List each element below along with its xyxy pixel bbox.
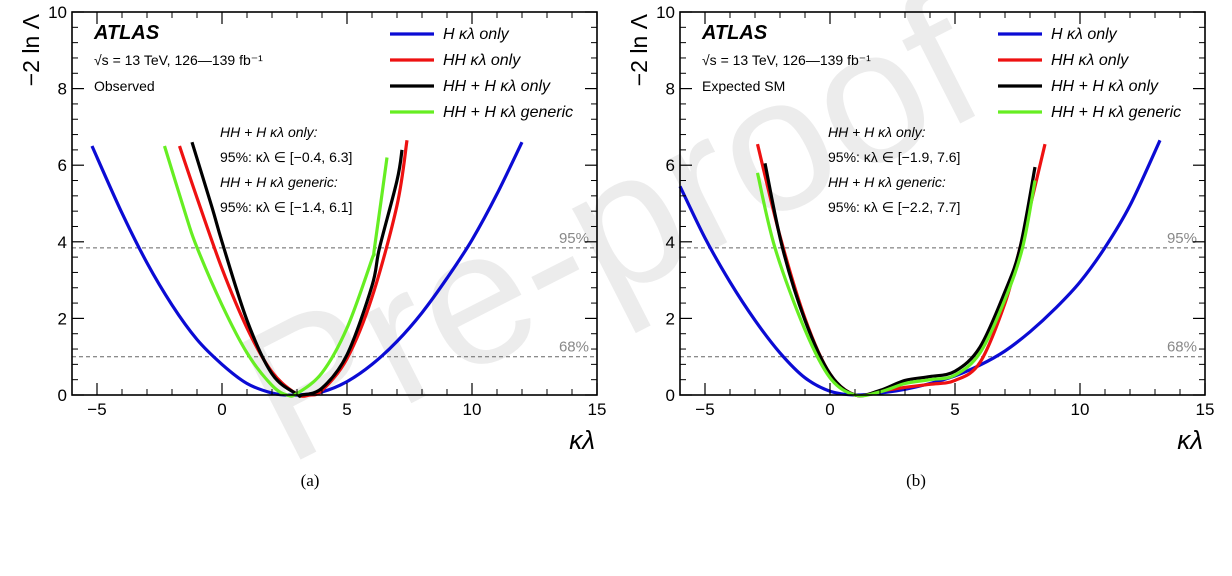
y-tick-label: 0 xyxy=(58,386,67,405)
x-tick-label: 0 xyxy=(825,400,834,419)
interval-annotation: HH + H κλ only: xyxy=(220,124,318,140)
interval-annotation: 95%: κλ ∈ [−1.4, 6.1] xyxy=(220,199,352,215)
x-tick-label: 5 xyxy=(950,400,959,419)
y-tick-label: 4 xyxy=(666,233,675,252)
plot-frame xyxy=(679,11,1206,396)
x-axis-label: κλ xyxy=(1177,425,1203,455)
x-tick-label: 10 xyxy=(1071,400,1090,419)
legend-entry: HH + H κλ generic xyxy=(1051,104,1181,121)
legend-entry: HH + H κλ only xyxy=(1051,78,1159,95)
legend-entry: HH κλ only xyxy=(1051,52,1129,69)
panel-caption: (b) xyxy=(906,471,926,490)
status-label: Observed xyxy=(94,78,155,94)
experiment-label: ATLAS xyxy=(701,22,768,44)
status-label: Expected SM xyxy=(702,78,785,94)
panel-caption: (a) xyxy=(301,471,320,490)
x-tick-label: 5 xyxy=(342,400,351,419)
y-tick-label: 0 xyxy=(666,386,675,405)
x-tick-label: 15 xyxy=(588,400,607,419)
interval-annotation: 95%: κλ ∈ [−1.9, 7.6] xyxy=(828,149,960,165)
x-tick-label: −5 xyxy=(695,400,714,419)
interval-annotation: 95%: κλ ∈ [−0.4, 6.3] xyxy=(220,149,352,165)
y-tick-label: 10 xyxy=(48,3,67,22)
y-tick-label: 6 xyxy=(58,156,67,175)
reference-line-label: 95% xyxy=(559,230,589,247)
legend-entry: H κλ only xyxy=(443,26,510,43)
legend-entry: HH κλ only xyxy=(443,52,521,69)
y-tick-label: 8 xyxy=(58,80,67,99)
x-tick-label: 10 xyxy=(463,400,482,419)
y-tick-label: 4 xyxy=(58,233,67,252)
x-tick-label: 15 xyxy=(1196,400,1215,419)
y-tick-label: 2 xyxy=(58,309,67,328)
reference-line-label: 68% xyxy=(559,339,589,356)
series-line-3 xyxy=(755,172,1037,398)
interval-annotation: HH + H κλ generic: xyxy=(828,174,946,190)
energy-luminosity-label: √s = 13 TeV, 126—139 fb⁻¹ xyxy=(94,52,263,68)
plot-frame xyxy=(71,11,598,396)
x-axis-label: κλ xyxy=(569,425,595,455)
legend-entry: HH + H κλ only xyxy=(443,78,551,95)
energy-luminosity-label: √s = 13 TeV, 126—139 fb⁻¹ xyxy=(702,52,871,68)
y-axis-label: −2 ln Λ xyxy=(626,13,652,86)
interval-annotation: HH + H κλ generic: xyxy=(220,174,338,190)
experiment-label: ATLAS xyxy=(93,22,160,44)
legend-entry: H κλ only xyxy=(1051,26,1118,43)
y-tick-label: 10 xyxy=(656,3,675,22)
legend-entry: HH + H κλ generic xyxy=(443,104,573,121)
interval-annotation: 95%: κλ ∈ [−2.2, 7.7] xyxy=(828,199,960,215)
y-tick-label: 2 xyxy=(666,309,675,328)
series-line-2 xyxy=(763,162,1037,398)
y-axis-label: −2 ln Λ xyxy=(18,13,44,86)
reference-line-label: 95% xyxy=(1167,230,1197,247)
x-tick-label: −5 xyxy=(87,400,106,419)
y-tick-label: 8 xyxy=(666,80,675,99)
y-tick-label: 6 xyxy=(666,156,675,175)
x-tick-label: 0 xyxy=(217,400,226,419)
interval-annotation: HH + H κλ only: xyxy=(828,124,926,140)
reference-line-label: 68% xyxy=(1167,339,1197,356)
